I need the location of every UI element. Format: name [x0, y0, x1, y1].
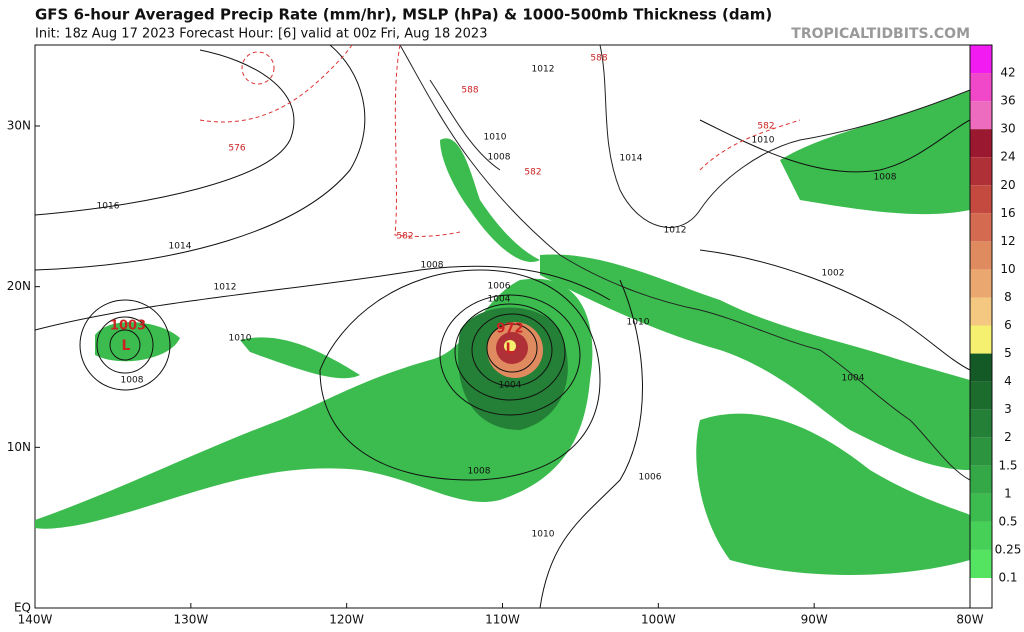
thickness-label: 582	[396, 232, 413, 242]
contour-label: 1008	[488, 153, 511, 163]
thickness-label: 582	[757, 122, 774, 132]
thickness-label: 576	[228, 144, 245, 154]
contour-label: 1008	[468, 467, 491, 477]
colorbar-label: 4	[1004, 374, 1012, 388]
contour-label: 1004	[842, 374, 865, 384]
colorbar-label: 0.1	[998, 571, 1017, 585]
contour-label: 1006	[488, 282, 511, 292]
thickness-label: 588	[590, 54, 607, 64]
colorbar-label: 36	[1000, 94, 1015, 108]
lon-label: 100W	[641, 613, 676, 627]
colorbar-swatch	[970, 578, 992, 608]
contour-label: 1006	[639, 473, 662, 483]
colorbar-swatch	[970, 45, 992, 74]
contour-label: 1004	[499, 381, 522, 391]
lon-label: 80W	[956, 613, 983, 627]
colorbar-label: 2	[1004, 430, 1012, 444]
colorbar-label: 1.5	[998, 458, 1017, 472]
colorbar-label: 6	[1004, 318, 1012, 332]
contour-label: 1012	[664, 226, 687, 236]
contour-label: 1008	[121, 376, 144, 386]
hurricane-low-marker: L	[506, 341, 515, 357]
colorbar-label: 0.25	[995, 542, 1022, 556]
contour-label: 1012	[214, 283, 237, 293]
contour-label: 1010	[752, 136, 775, 146]
lon-label: 90W	[801, 613, 828, 627]
lon-label: 120W	[329, 613, 364, 627]
lon-label: 130W	[173, 613, 208, 627]
lat-label: 30N	[7, 119, 31, 133]
watermark: TROPICALTIDBITS.COM	[791, 26, 970, 42]
contour-label: 1004	[488, 295, 511, 305]
colorbar-swatch	[970, 157, 992, 186]
colorbar-label: 8	[1004, 290, 1012, 304]
thickness-label: 582	[524, 168, 541, 178]
low-pressure-value: 1003	[110, 319, 146, 334]
colorbar-label: 20	[1000, 178, 1015, 192]
colorbar-swatch	[970, 129, 992, 158]
colorbar-swatch	[970, 73, 992, 102]
contour-labels: 1016 1014 1012 1010 1008 1006 1004 1002 …	[97, 54, 897, 540]
colorbar-swatch	[970, 353, 992, 382]
contour-label: 1002	[822, 269, 845, 279]
contour-label: 1008	[874, 173, 897, 183]
contour-label: 1010	[484, 133, 507, 143]
lat-label: 10N	[7, 440, 31, 454]
contour-label: 1014	[169, 242, 192, 252]
colorbar: 42 36 30 24 20 16 12 10 8 6 5 4 3 2 1.5 1 0.5 0.25 0.1	[969, 44, 1022, 609]
contour-label: 1016	[97, 202, 120, 212]
colorbar-label: 0.5	[998, 514, 1017, 528]
colorbar-swatch	[970, 101, 992, 130]
colorbar-label: 5	[1004, 346, 1012, 360]
colorbar-swatch	[970, 465, 992, 494]
colorbar-swatch	[970, 437, 992, 466]
hurricane-pressure: 972	[496, 322, 523, 337]
lat-label: EQ	[14, 601, 31, 615]
colorbar-swatch	[970, 409, 992, 438]
title: GFS 6-hour Averaged Precip Rate (mm/hr),…	[35, 6, 772, 24]
colorbar-label: 3	[1004, 402, 1012, 416]
subtitle: Init: 18z Aug 17 2023 Forecast Hour: [6]…	[35, 27, 487, 42]
colorbar-swatch	[970, 549, 992, 578]
lat-label: 20N	[7, 279, 31, 293]
contour-label: 1012	[532, 65, 555, 75]
map	[34, 44, 971, 609]
contour-label: 1008	[421, 261, 444, 271]
colorbar-label: 16	[1000, 206, 1015, 220]
colorbar-swatch	[970, 185, 992, 214]
contour-label: 1014	[620, 154, 643, 164]
colorbar-swatch	[970, 493, 992, 522]
lon-label: 110W	[485, 613, 520, 627]
colorbar-swatch	[970, 241, 992, 270]
colorbar-swatch	[970, 269, 992, 298]
colorbar-label: 12	[1000, 234, 1015, 248]
colorbar-swatch	[970, 297, 992, 326]
colorbar-swatch	[970, 213, 992, 242]
colorbar-label: 30	[1000, 122, 1015, 136]
colorbar-label: 1	[1004, 486, 1012, 500]
thickness-label: 588	[461, 86, 478, 96]
colorbar-swatch	[970, 521, 992, 550]
contour-label: 1010	[229, 334, 252, 344]
colorbar-swatch	[970, 325, 992, 354]
low-marker: L	[122, 338, 131, 354]
colorbar-swatch	[970, 381, 992, 410]
contour-label: 1010	[532, 530, 555, 540]
colorbar-label: 24	[1000, 150, 1015, 164]
contour-label: 1010	[627, 318, 650, 328]
colorbar-frame	[969, 44, 993, 609]
lon-label: 140W	[18, 613, 53, 627]
colorbar-label: 42	[1000, 66, 1015, 80]
colorbar-label: 10	[1000, 262, 1015, 276]
